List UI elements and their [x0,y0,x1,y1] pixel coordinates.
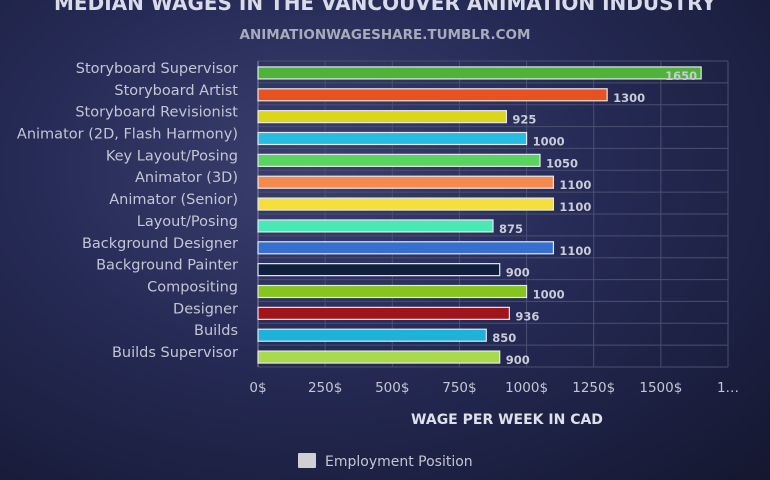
bar[interactable] [257,350,501,364]
category-label: Background Painter [96,258,238,274]
category-label: Designer [173,301,238,317]
data-label: 1100 [559,178,591,192]
bar[interactable] [257,88,608,102]
data-label: 1000 [533,288,565,302]
data-label: 1000 [533,135,565,149]
category-label: Builds [194,323,238,339]
category-label: Layout/Posing [137,214,238,230]
data-label: 900 [506,353,530,367]
category-label: Compositing [147,280,238,296]
bar-series [257,66,702,364]
gridlines [257,60,729,368]
bar[interactable] [257,241,555,255]
data-label: 875 [499,222,523,236]
category-label: Background Designer [82,236,238,252]
x-tick-label: 500$ [375,380,409,396]
x-tick-label: 250$ [308,380,342,396]
bar[interactable] [257,219,494,233]
bar[interactable] [257,328,487,342]
x-axis-ticks: 0$ 250$ 500$ 750$ 1000$ 1250$ 1500$ 1… [249,380,739,396]
data-label: 1100 [559,200,591,214]
category-label: Storyboard Revisionist [75,105,238,121]
data-label: 1050 [546,156,578,170]
bar[interactable] [257,284,528,299]
plot-area: 1650130092510001050110011008751100900100… [257,60,729,368]
data-label: 1100 [559,244,591,258]
category-labels: Storyboard Supervisor Storyboard Artist St… [17,61,238,361]
bar[interactable] [257,306,510,320]
data-label: 900 [506,266,530,280]
x-tick-label: 1500$ [639,380,682,396]
bar[interactable] [257,66,702,80]
category-label: Key Layout/Posing [106,148,238,164]
category-label: Storyboard Artist [114,83,238,99]
bar[interactable] [257,263,501,277]
data-label: 850 [492,331,516,345]
x-tick-label: 1000$ [505,380,548,396]
data-label: 925 [512,113,536,127]
bar[interactable] [257,131,528,146]
data-labels: 1650130092510001050110011008751100900100… [492,69,697,367]
x-tick-label: 750$ [442,380,476,396]
category-label: Builds Supervisor [112,345,238,361]
category-label: Animator (3D) [135,170,238,186]
x-tick-label: 0$ [249,380,266,396]
bar[interactable] [257,110,508,124]
chart-header: MEDIAN WAGES IN THE VANCOUVER ANIMATION … [54,0,716,43]
data-label: 1650 [665,69,697,83]
bar[interactable] [257,153,541,167]
x-axis-title: WAGE PER WEEK IN CAD [411,412,603,428]
bar[interactable] [257,197,555,211]
legend-label: Employment Position [325,454,473,470]
data-label: 936 [515,309,539,323]
data-label: 1300 [613,91,645,105]
x-tick-label: 1… [717,380,739,396]
category-label: Animator (Senior) [109,192,238,208]
bar[interactable] [257,175,555,189]
x-tick-label: 1250$ [572,380,615,396]
legend-swatch [298,453,316,468]
category-label: Animator (2D, Flash Harmony) [17,127,238,143]
chart-subtitle: ANIMATIONWAGESHARE.TUMBLR.COM [240,27,531,43]
legend[interactable]: Employment Position [298,453,473,470]
category-label: Storyboard Supervisor [76,61,238,77]
chart-title: MEDIAN WAGES IN THE VANCOUVER ANIMATION … [54,0,716,15]
